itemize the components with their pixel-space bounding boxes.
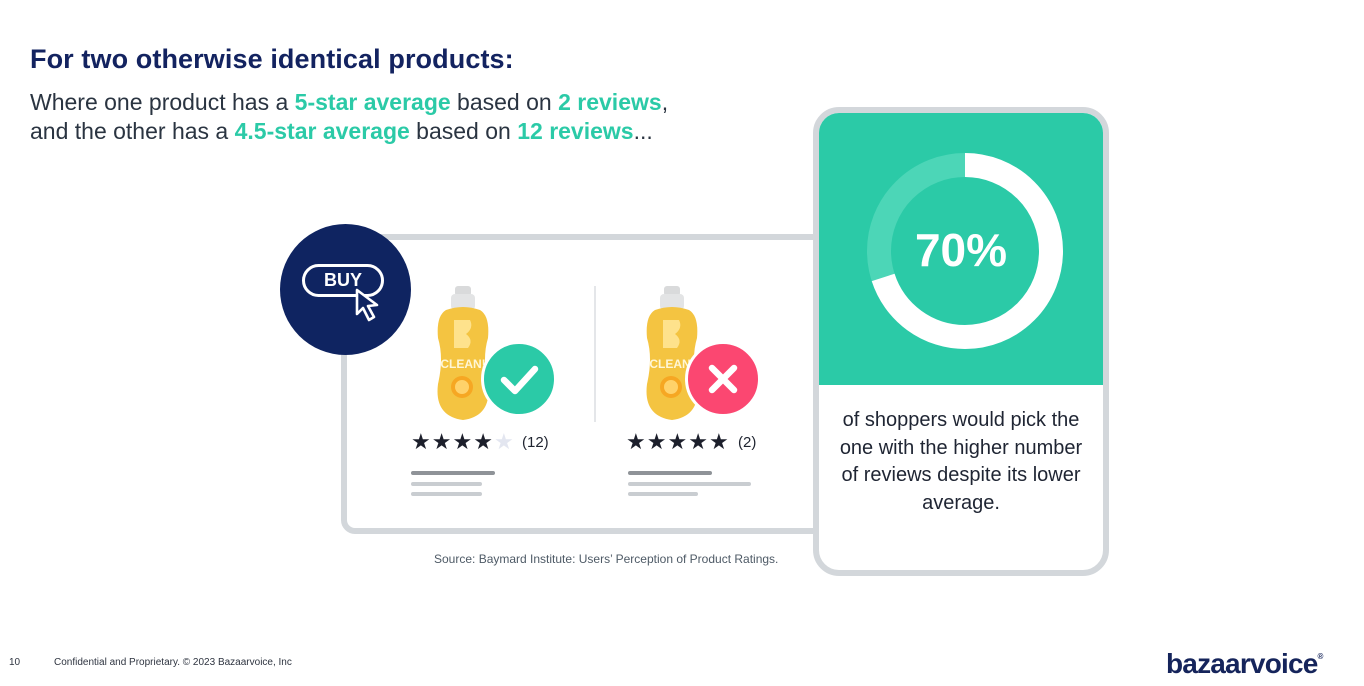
statistic-header: 70% bbox=[819, 113, 1103, 385]
filled-star-icon: ★ bbox=[452, 429, 474, 454]
placeholder-text-line bbox=[411, 471, 495, 475]
buy-button-illustration: BUY bbox=[302, 264, 384, 297]
page-number: 10 bbox=[9, 657, 21, 668]
filled-star-icon: ★ bbox=[473, 429, 494, 454]
review-count-right: (2) bbox=[738, 434, 757, 451]
statistic-caption: of shoppers would pick the one with the … bbox=[839, 409, 1083, 514]
five-star-average-highlight: 5-star average bbox=[294, 89, 451, 115]
donut-progress-arc bbox=[867, 153, 1063, 349]
confidential-footer: Confidential and Proprietary. © 2023 Baz… bbox=[54, 657, 292, 668]
percentage-donut bbox=[867, 153, 1063, 349]
bottle-brand-text: CLEAN! bbox=[440, 357, 485, 371]
bazaarvoice-logo: bazaarvoice® bbox=[1166, 648, 1323, 680]
placeholder-text-line bbox=[411, 482, 482, 486]
review-count-left: (12) bbox=[522, 434, 549, 451]
comparison-line-2: and the other has a 4.5-star average bas… bbox=[30, 118, 653, 145]
filled-star-icon: ★ bbox=[688, 429, 709, 454]
logo-wordmark: bazaarvoice bbox=[1166, 648, 1318, 679]
rating-stars-left: ★★★★★ bbox=[411, 429, 515, 455]
product-divider bbox=[594, 286, 596, 422]
line2-middle: based on bbox=[409, 118, 518, 144]
four-half-star-average-highlight: 4.5-star average bbox=[234, 118, 410, 144]
empty-star-icon: ★ bbox=[493, 429, 515, 454]
source-citation: Source: Baymard Institute: Users’ Percep… bbox=[434, 552, 779, 566]
rating-stars-right: ★★★★★ bbox=[626, 429, 730, 455]
filled-star-icon: ★ bbox=[626, 429, 647, 454]
line1-suffix: , bbox=[661, 89, 669, 115]
placeholder-text-line bbox=[628, 492, 698, 496]
filled-star-icon: ★ bbox=[411, 429, 432, 454]
buy-badge bbox=[280, 224, 411, 355]
placeholder-text-line bbox=[628, 471, 712, 475]
bottle-brand-text: CLEAN! bbox=[649, 357, 694, 371]
percentage-value: 70% bbox=[914, 224, 1008, 276]
placeholder-text-line bbox=[628, 482, 751, 486]
two-reviews-highlight: 2 reviews bbox=[558, 89, 662, 115]
line1-middle: based on bbox=[450, 89, 559, 115]
cursor-icon bbox=[355, 288, 379, 322]
soap-bottle-icon: CLEAN! bbox=[646, 286, 698, 420]
line2-prefix: and the other has a bbox=[30, 118, 235, 144]
check-badge bbox=[481, 341, 557, 417]
soap-bottle-icon: CLEAN! bbox=[437, 286, 489, 420]
slide-title: For two otherwise identical products: bbox=[30, 44, 514, 74]
filled-star-icon: ★ bbox=[646, 429, 668, 454]
filled-star-icon: ★ bbox=[431, 429, 453, 454]
cross-badge bbox=[685, 341, 761, 417]
twelve-reviews-highlight: 12 reviews bbox=[517, 118, 634, 144]
statistic-card: 70% of shoppers would pick the one with … bbox=[813, 107, 1109, 576]
product-listing-frame bbox=[341, 234, 841, 534]
line2-suffix: ... bbox=[633, 118, 653, 144]
cross-icon bbox=[708, 364, 738, 394]
placeholder-text-line bbox=[411, 492, 482, 496]
line1-prefix: Where one product has a bbox=[30, 89, 295, 115]
filled-star-icon: ★ bbox=[667, 429, 689, 454]
filled-star-icon: ★ bbox=[708, 429, 730, 454]
registered-mark: ® bbox=[1317, 652, 1324, 661]
check-icon bbox=[500, 365, 539, 395]
comparison-line-1: Where one product has a 5-star average b… bbox=[30, 89, 668, 116]
